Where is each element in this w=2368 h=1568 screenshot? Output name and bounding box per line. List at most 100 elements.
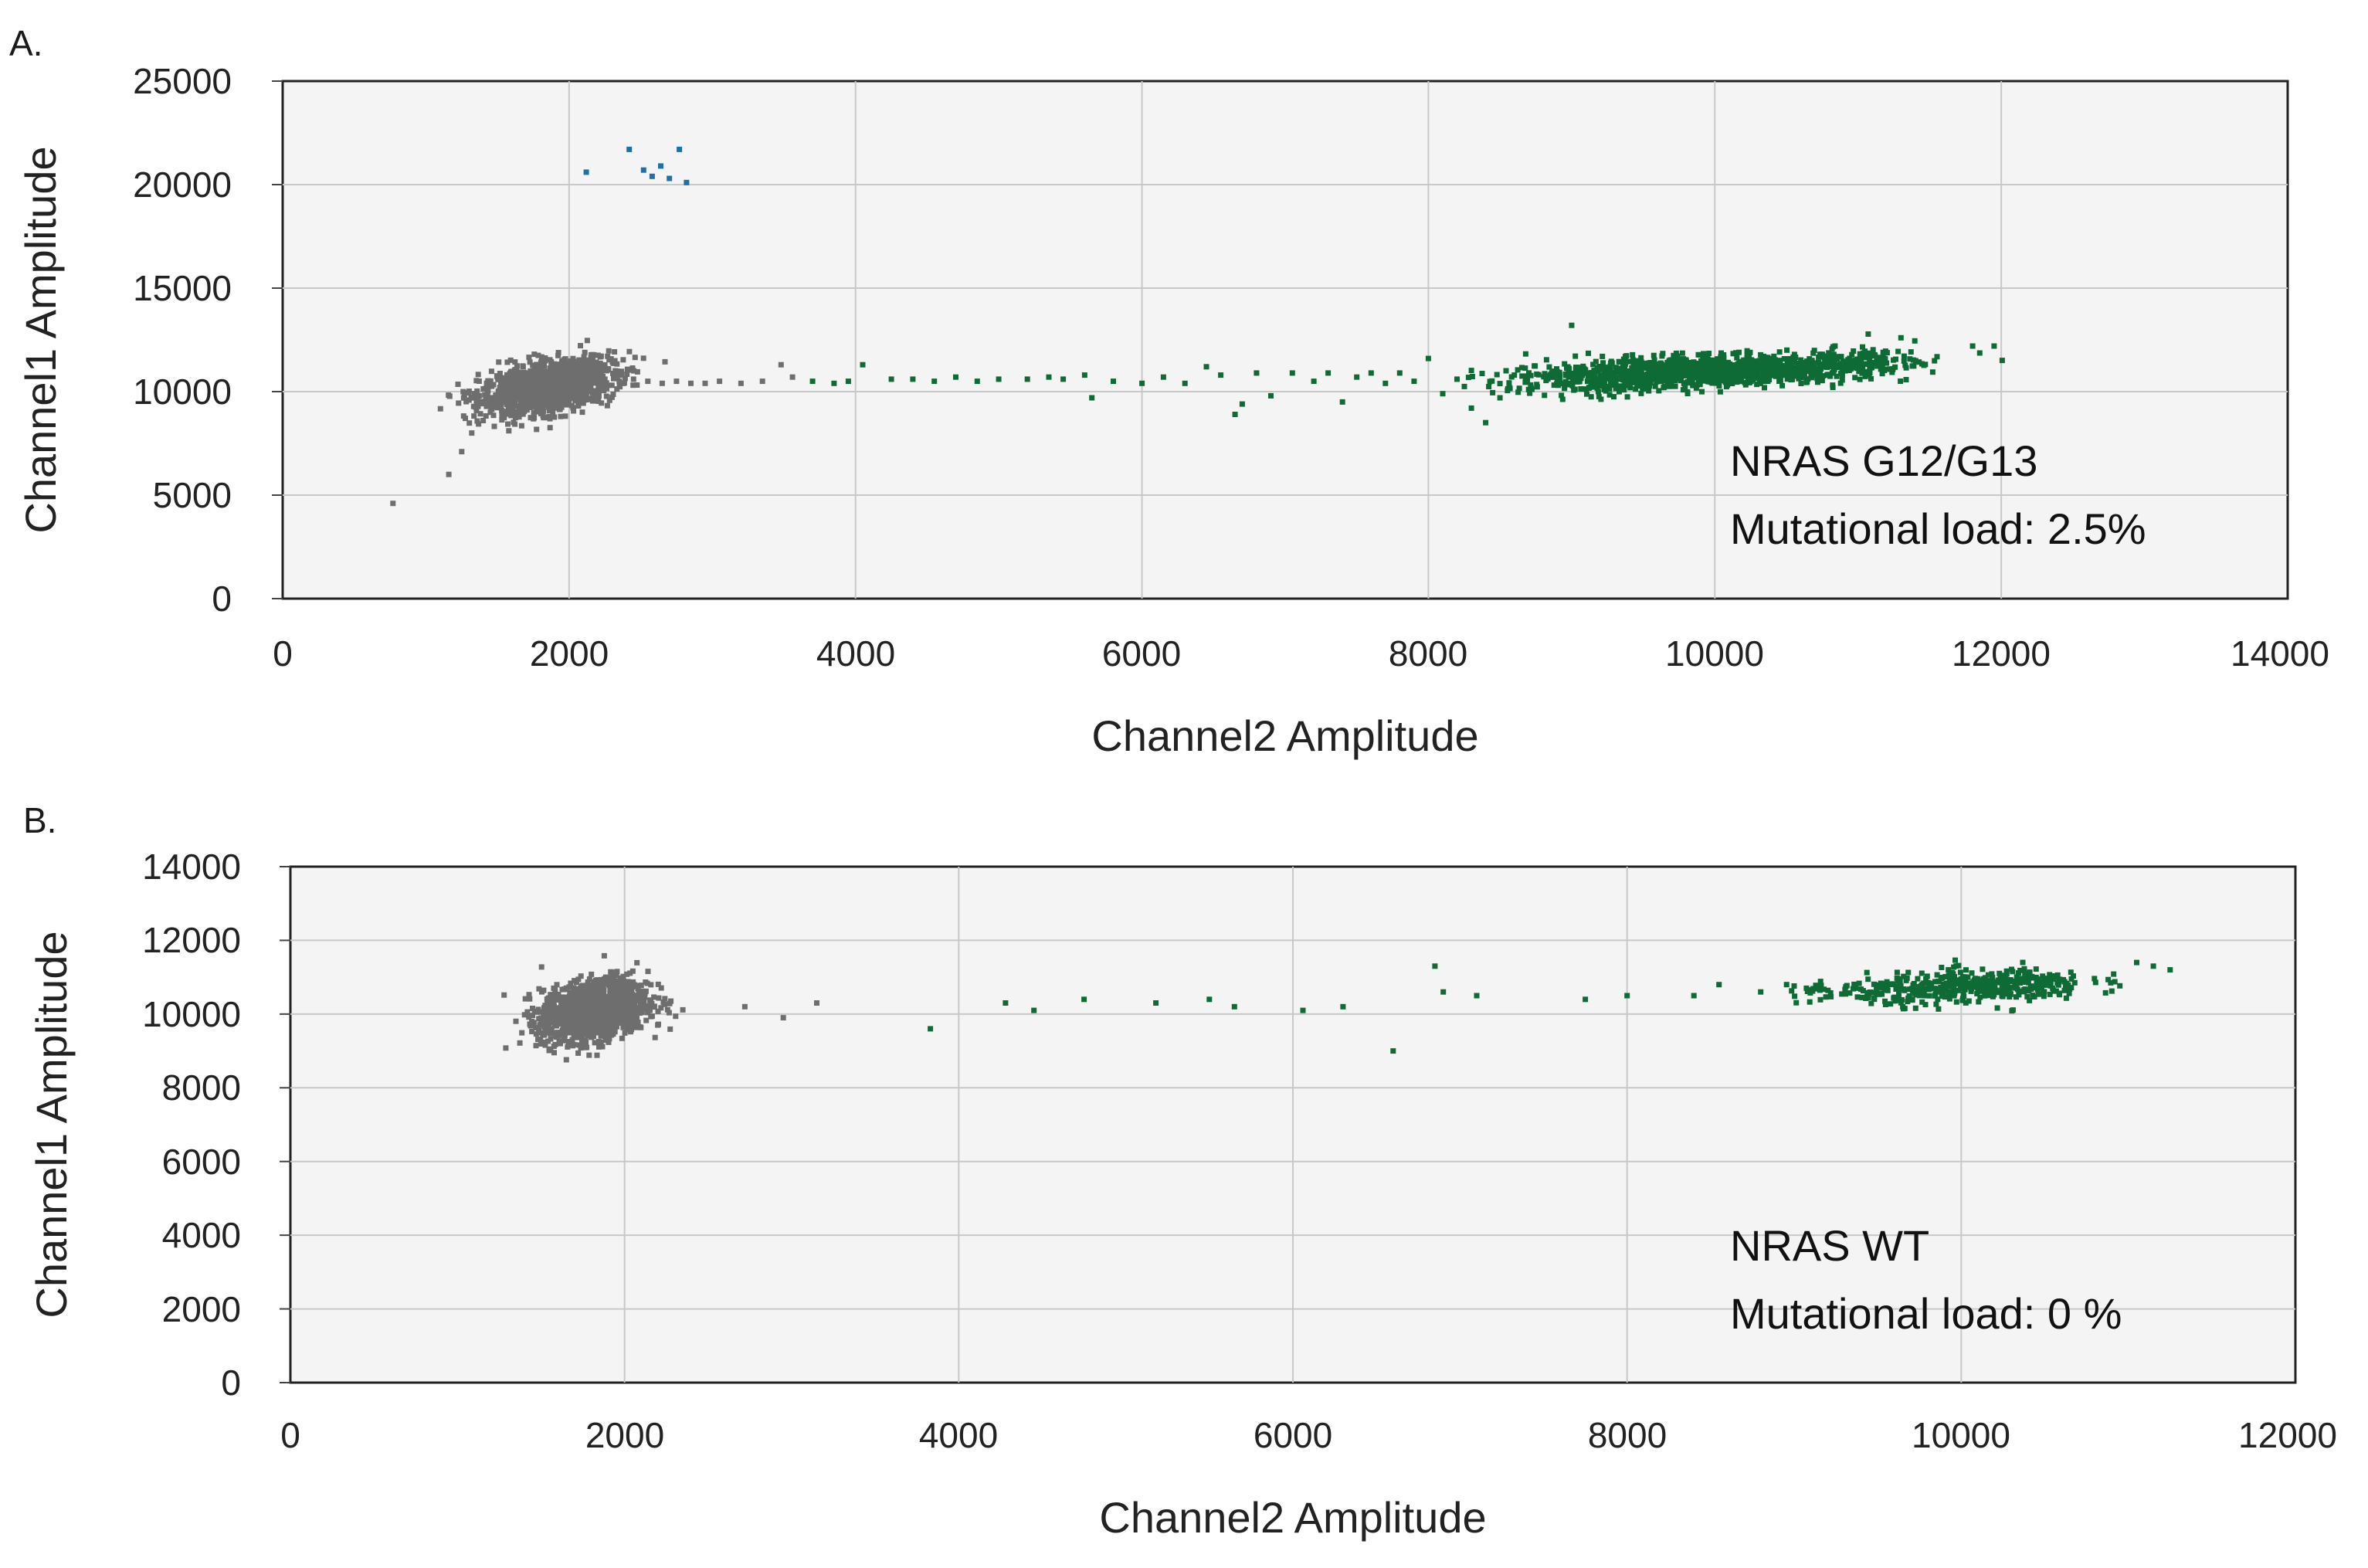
- panel-a-xtick-label: 2000: [530, 633, 609, 674]
- panel-b-data-point: [546, 1023, 552, 1029]
- panel-a-data-point: [1878, 355, 1884, 361]
- panel-b-data-point: [2001, 975, 2007, 981]
- panel-a-data-point: [658, 163, 663, 169]
- panel-a-data-point: [548, 387, 555, 393]
- panel-b-data-point: [2033, 966, 2039, 972]
- panel-b-data-point: [1924, 973, 1930, 979]
- panel-b-data-point: [1952, 974, 1957, 980]
- panel-a-data-point: [1657, 360, 1664, 366]
- panel-a-data-point: [1607, 376, 1613, 382]
- panel-a-data-point: [1569, 382, 1576, 389]
- panel-b-data-point: [548, 1016, 554, 1023]
- panel-b-data-point: [928, 1026, 934, 1032]
- panel-a-data-point: [1440, 391, 1446, 397]
- panel-a-data-point: [974, 378, 980, 385]
- panel-b-data-point: [1960, 985, 1966, 991]
- panel-b-data-point: [1789, 988, 1795, 994]
- panel-b-data-point: [1881, 987, 1888, 993]
- panel-b-data-point: [578, 973, 584, 979]
- panel-b-data-point: [613, 972, 619, 979]
- panel-a-data-point: [1425, 355, 1431, 361]
- panel-a-data-point: [624, 372, 630, 377]
- panel-a-data-point: [1838, 371, 1844, 377]
- panel-a-data-point: [1652, 383, 1658, 389]
- panel-b-data-point: [2029, 973, 2035, 979]
- panel-a-data-point: [1862, 348, 1868, 355]
- panel-a-data-point: [1528, 372, 1534, 378]
- panel-b-data-point: [1990, 992, 1995, 998]
- panel-a-data-point: [1708, 365, 1714, 372]
- panel-a-data-point: [466, 390, 471, 396]
- panel-b-data-point: [643, 988, 649, 994]
- panel-a-data-point: [1784, 359, 1790, 365]
- panel-b-data-point: [2043, 980, 2049, 986]
- panel-a-data-point: [508, 408, 514, 414]
- panel-b-data-point: [1783, 982, 1790, 988]
- panel-b-data-point: [2047, 991, 2053, 997]
- panel-a-data-point: [1578, 375, 1584, 382]
- panel-b-data-point: [1925, 979, 1931, 986]
- panel-a-data-point: [1572, 353, 1579, 359]
- panel-b-data-point: [1957, 969, 1963, 976]
- panel-a-data-point: [483, 413, 489, 419]
- panel-a-data-point: [1588, 379, 1594, 385]
- panel-a-data-point: [1610, 370, 1617, 376]
- panel-a-data-point: [526, 355, 532, 361]
- panel-a-ytick-label: 10000: [133, 372, 232, 412]
- panel-b-data-point: [2021, 966, 2027, 972]
- panel-b-xtick-label: 10000: [1912, 1415, 2010, 1455]
- panel-a-data-point: [1588, 394, 1594, 400]
- panel-a-data-point: [595, 382, 602, 389]
- panel-b-data-point: [1992, 983, 1998, 989]
- panel-b-data-point: [573, 1009, 579, 1015]
- panel-b-data-point: [555, 1011, 561, 1017]
- panel-b-data-point: [649, 1000, 655, 1006]
- panel-b-data-point: [1976, 999, 1982, 1005]
- panel-b-data-point: [2024, 993, 2030, 1000]
- panel-b-data-point: [1909, 997, 1915, 1003]
- panel-a-data-point: [605, 382, 611, 389]
- panel-a-data-point: [531, 368, 537, 374]
- panel-a-data-point: [517, 390, 523, 396]
- panel-a-data-point: [1757, 380, 1763, 386]
- panel-b-data-point: [2007, 988, 2013, 994]
- panel-a-data-point: [1763, 357, 1769, 363]
- panel-a-data-point: [566, 385, 572, 391]
- panel-a-data-point: [482, 392, 488, 398]
- panel-a-data-point: [582, 389, 589, 395]
- panel-b-data-point: [551, 1010, 557, 1016]
- panel-a-data-point: [575, 403, 582, 409]
- panel-a-data-point: [626, 146, 633, 152]
- panel-a-data-point: [1814, 369, 1820, 375]
- panel-a-data-point: [512, 390, 518, 396]
- panel-b-data-point: [577, 1020, 583, 1025]
- panel-b-data-point: [2027, 997, 2033, 1003]
- panel-a-data-point: [1655, 378, 1661, 384]
- panel-a-data-point: [552, 405, 558, 411]
- panel-a-data-point: [1532, 363, 1538, 369]
- panel-a-data-point: [489, 406, 495, 412]
- panel-a-data-point: [1868, 353, 1873, 359]
- panel-a-data-point: [534, 370, 540, 376]
- panel-b-data-point: [1896, 995, 1902, 1001]
- panel-a-data-point: [480, 401, 486, 407]
- panel-a-data-point: [630, 376, 636, 382]
- panel-a-data-point: [1661, 385, 1667, 391]
- panel-b-data-point: [2013, 974, 2020, 980]
- panel-a-data-point: [581, 397, 587, 403]
- panel-a-data-point: [1182, 380, 1188, 386]
- panel-a-data-point: [1660, 374, 1666, 380]
- panel-a-data-point: [1519, 365, 1525, 371]
- panel-b-data-point: [1898, 983, 1904, 989]
- panel-b-data-point: [1956, 987, 1962, 993]
- panel-a-data-point: [1060, 376, 1067, 382]
- panel-b-data-point: [1716, 982, 1722, 988]
- panel-a-data-point: [1599, 366, 1605, 372]
- panel-b-data-point: [592, 996, 599, 1003]
- panel-a-xtick-labels: 0 2000 4000 6000 8000 10000 12000 14000: [273, 633, 2329, 674]
- panel-b-data-point: [1953, 963, 1959, 969]
- panel-a-data-point: [561, 365, 568, 371]
- panel-a-data-point: [1641, 378, 1647, 385]
- panel-b-data-point: [1825, 987, 1831, 993]
